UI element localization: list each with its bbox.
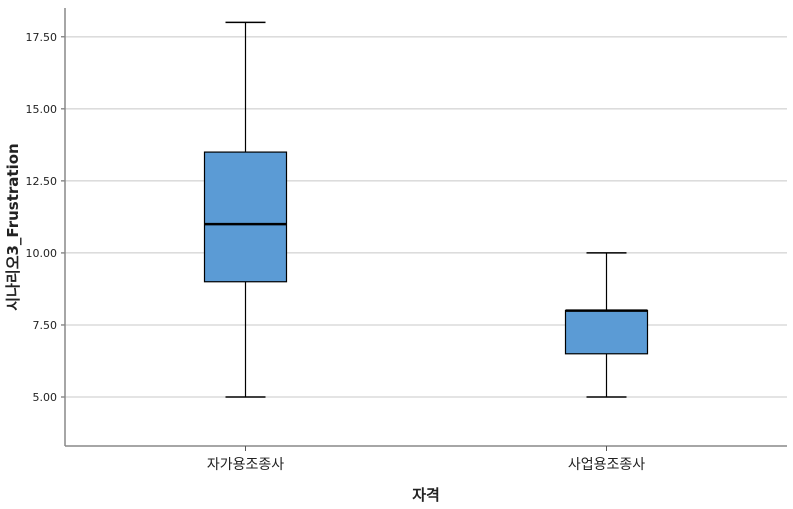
x-tick-label: 자가용조종사 [207, 457, 284, 473]
x-axis-title: 자격 [412, 486, 440, 504]
box-series [203, 21, 649, 398]
box-1 [203, 21, 288, 398]
iqr-box [203, 151, 288, 283]
y-tick-label: 12.50 [26, 175, 58, 188]
y-tick-label: 5.00 [33, 391, 58, 404]
x-axis-categories: 자가용조종사 사업용조종사 [207, 446, 645, 473]
box-2 [564, 252, 649, 398]
gridlines [65, 36, 787, 398]
y-axis-ticks: 5.00 7.50 10.00 12.50 15.00 17.50 [26, 31, 65, 404]
iqr-box [564, 309, 649, 355]
y-tick-label: 15.00 [26, 103, 58, 116]
y-tick-label: 7.50 [33, 319, 58, 332]
y-axis-title: 시나리오3_Frustration [4, 143, 22, 310]
x-tick-label: 사업용조종사 [568, 457, 645, 473]
y-tick-label: 10.00 [26, 247, 58, 260]
y-tick-label: 17.50 [26, 31, 58, 44]
